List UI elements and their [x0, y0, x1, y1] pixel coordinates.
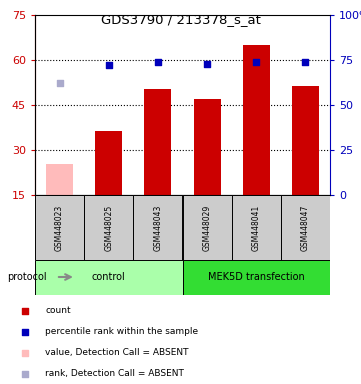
Text: rank, Detection Call = ABSENT: rank, Detection Call = ABSENT: [45, 369, 184, 378]
Text: GSM448041: GSM448041: [252, 204, 261, 251]
Text: GSM448047: GSM448047: [301, 204, 310, 251]
Point: [253, 59, 259, 65]
Text: GSM448029: GSM448029: [203, 204, 212, 251]
Text: MEK5D transfection: MEK5D transfection: [208, 273, 305, 283]
Point: [204, 61, 210, 67]
Text: GSM448025: GSM448025: [104, 204, 113, 251]
Text: GSM448043: GSM448043: [153, 204, 162, 251]
Text: protocol: protocol: [7, 272, 47, 282]
Text: count: count: [45, 306, 71, 315]
Bar: [183, 195, 232, 260]
Bar: [46, 164, 73, 195]
Bar: [243, 45, 270, 195]
Point: [22, 308, 27, 314]
Point: [303, 59, 308, 65]
Point: [106, 62, 112, 68]
Text: GDS3790 / 213378_s_at: GDS3790 / 213378_s_at: [101, 13, 260, 26]
Text: value, Detection Call = ABSENT: value, Detection Call = ABSENT: [45, 348, 189, 357]
Bar: [193, 99, 221, 195]
Point: [155, 59, 161, 65]
Bar: [232, 195, 281, 260]
Text: control: control: [92, 273, 126, 283]
Bar: [35, 260, 183, 295]
Bar: [292, 86, 319, 195]
Bar: [281, 195, 330, 260]
Point: [22, 371, 27, 377]
Point: [57, 80, 62, 86]
Bar: [144, 88, 171, 195]
Bar: [35, 195, 84, 260]
Text: GSM448023: GSM448023: [55, 204, 64, 251]
Text: percentile rank within the sample: percentile rank within the sample: [45, 327, 199, 336]
Bar: [84, 195, 133, 260]
Bar: [95, 131, 122, 195]
Bar: [183, 260, 330, 295]
Point: [22, 328, 27, 334]
Point: [22, 349, 27, 356]
Bar: [133, 195, 183, 260]
